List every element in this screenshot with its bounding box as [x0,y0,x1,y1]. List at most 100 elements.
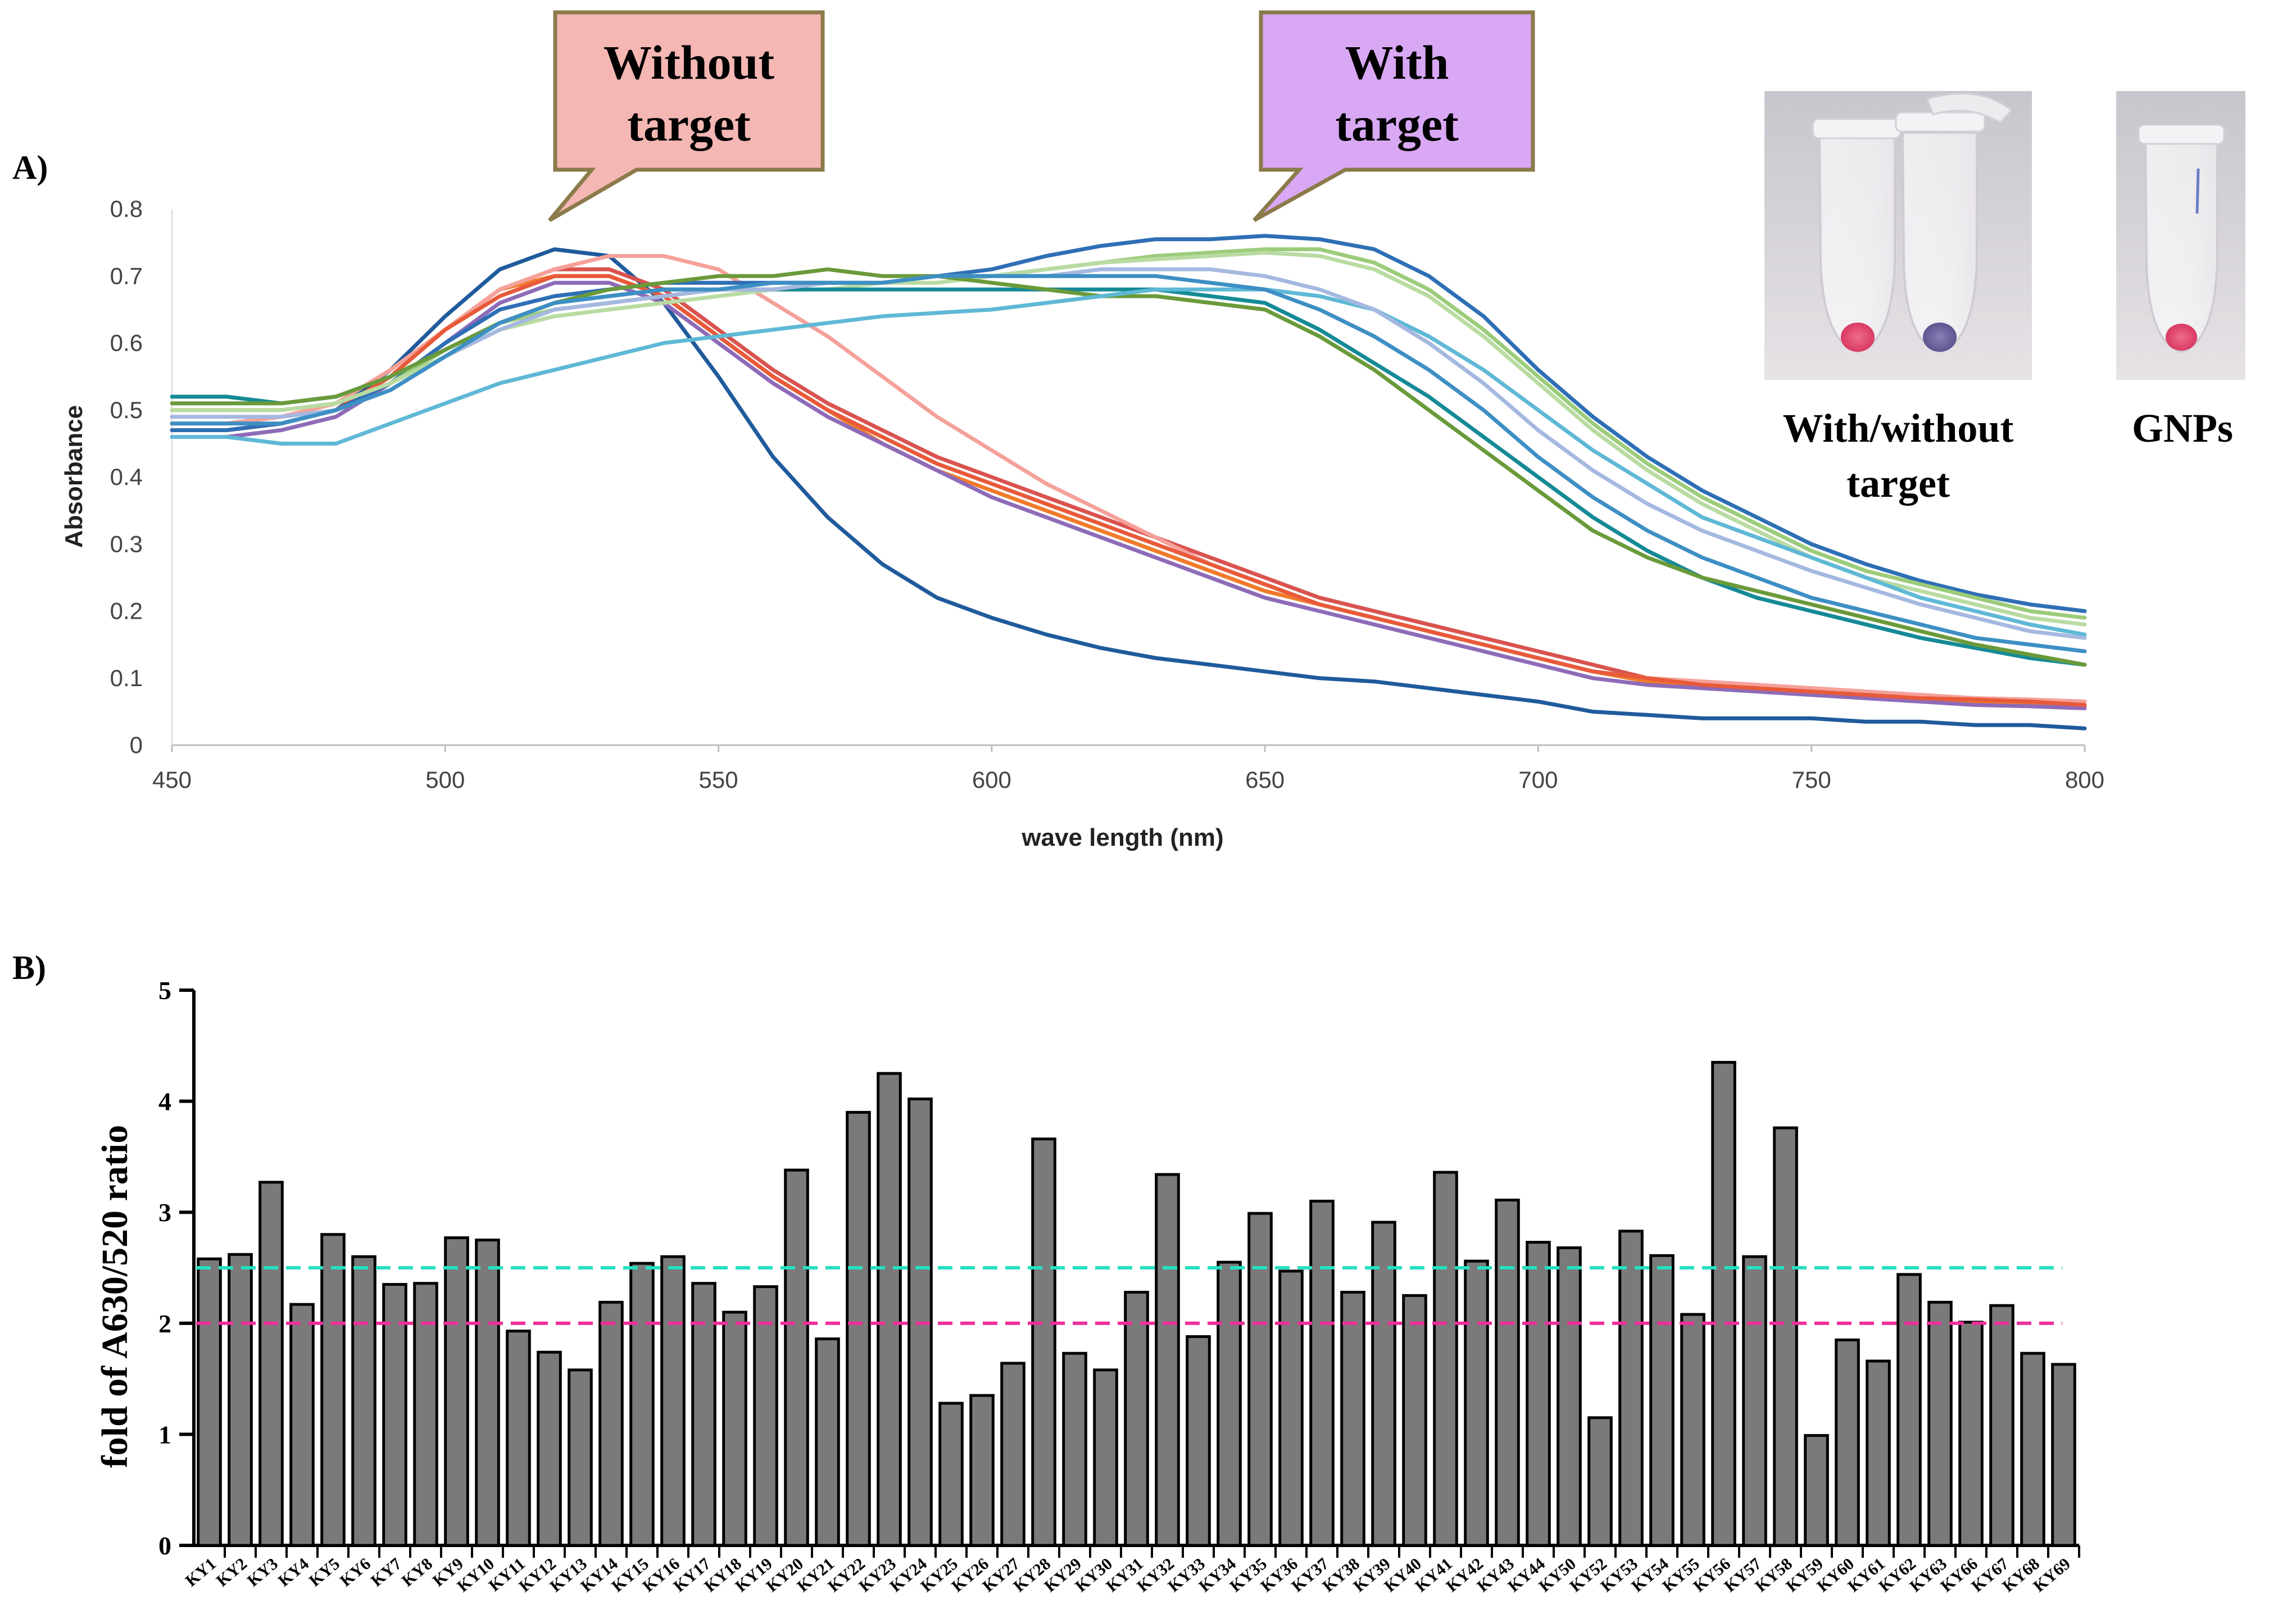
bar-KY62 [1896,1273,1922,1547]
bar-KY12 [537,1350,562,1547]
bar-KY6 [351,1255,376,1547]
callout-without-line2: target [627,97,751,151]
b-category-label: KY8 [398,1554,436,1590]
bar-KY4 [289,1303,315,1547]
bar-KY37 [1309,1199,1335,1547]
bar-KY59 [1804,1434,1829,1547]
a-x-tick-labels: 450 500 550 600 650 700 750 800 [152,745,2104,793]
spectrum-line-without-4 [170,280,2087,710]
tube-right-rim [1895,111,1986,133]
bar-KY9 [444,1236,469,1547]
b-category-label: KY6 [337,1554,374,1590]
bar-KY61 [1866,1359,1891,1547]
bar-KY10 [475,1239,500,1547]
b-y-tick-label: 1 [158,1420,171,1449]
spectrum-line-without-5 [170,254,2087,704]
a-y-tick-label: 0 [130,732,143,758]
bar-KY32 [1155,1173,1180,1547]
tube-gnps-marking [2195,168,2200,214]
bar-KY3 [258,1181,284,1547]
a-x-tick-label: 600 [972,767,1011,793]
a-y-tick-label: 0.5 [110,397,143,423]
panel-a-label: A) [12,149,48,186]
callout-without-line1: Without [604,35,775,89]
bar-KY68 [2020,1352,2045,1547]
callout-with-bubble [1253,10,1535,223]
spectrum-line-with-7 [170,267,2087,640]
bar-KY42 [1464,1259,1489,1547]
bar-KY15 [629,1262,655,1547]
bar-KY11 [506,1330,531,1547]
spectrum-line-with-8 [170,274,2087,654]
bar-KY33 [1186,1335,1211,1547]
a-spectra [170,234,2087,731]
photo-left-background [1764,91,2032,380]
spectrum-line-with-6 [170,287,2087,637]
photo-gnps [2116,91,2245,380]
b-y-tick-label: 2 [158,1309,171,1338]
b-y-ticks: 0 1 2 3 4 5 [158,976,194,1560]
bar-KY5 [320,1233,346,1547]
absorbance-chart: 0 0.1 0.2 0.3 0.4 0.5 0.6 0.7 0.8 450 500 550 600 65… [60,196,2104,851]
b-y-tick-label: 4 [158,1087,171,1116]
callout-without-target: Without target [548,10,825,223]
bar-KY57 [1742,1255,1767,1547]
a-y-tick-label: 0.7 [110,262,143,289]
b-category-label: KY3 [244,1554,282,1590]
bar-KY35 [1247,1212,1273,1547]
bar-KY19 [753,1285,778,1547]
bar-KY34 [1217,1260,1242,1547]
bar-KY17 [691,1282,716,1547]
spectrum-line-without-1 [170,247,2087,731]
b-y-tick-label: 0 [158,1531,171,1560]
bar-KY56 [1711,1060,1736,1547]
a-x-tick-label: 550 [699,767,738,793]
b-y-axis-label: fold of A630/520 ratio [94,1125,135,1468]
a-y-tick-label: 0.3 [110,530,143,557]
bar-KY2 [228,1253,253,1547]
bar-KY31 [1124,1291,1149,1547]
tube-right [1901,131,1978,353]
bar-KY13 [568,1368,593,1547]
bar-KY43 [1495,1199,1520,1547]
bar-KY21 [815,1337,840,1547]
b-y-tick-label: 5 [158,976,171,1005]
bar-KY53 [1618,1230,1644,1547]
a-y-axis-label: Absorbance [60,405,88,548]
bar-KY38 [1340,1291,1365,1547]
bar-KY20 [784,1168,809,1547]
bar-KY25 [938,1402,964,1547]
bar-KY30 [1093,1368,1118,1547]
bar-KY39 [1371,1221,1396,1547]
photo-caption-right: GNPs [2132,406,2233,451]
tube-left [1818,131,1896,353]
tube-left-rim [1812,118,1902,139]
bar-KY16 [660,1255,686,1547]
bar-KY60 [1835,1338,1860,1547]
b-category-label: KY7 [367,1554,405,1590]
a-x-tick-label: 450 [152,767,192,793]
bar-KY40 [1402,1294,1427,1547]
tube-gnps-rim [2138,124,2225,145]
photo-with-without-target [1764,91,2032,380]
a-y-tick-label: 0.6 [110,330,143,356]
bar-KY55 [1680,1313,1705,1547]
tube-gnps-liquid [2166,324,2197,351]
bar-KY58 [1773,1126,1798,1547]
tube-right-liquid [1923,323,1957,352]
a-x-tick-label: 650 [1245,767,1285,793]
bar-KY52 [1587,1416,1613,1547]
panel-b-label: B) [12,949,46,986]
a-x-tick-label: 750 [1792,767,1831,793]
a-y-tick-label: 0.1 [110,665,143,691]
bar-KY7 [382,1283,407,1547]
b-category-label: KY1 [182,1554,220,1590]
callout-with-target: With target [1253,10,1535,223]
bar-KY69 [2051,1363,2076,1547]
b-reference-lines [196,1266,2062,1325]
bar-KY22 [846,1110,871,1547]
bar-KY26 [969,1394,995,1547]
a-x-tick-label: 800 [2065,767,2104,793]
